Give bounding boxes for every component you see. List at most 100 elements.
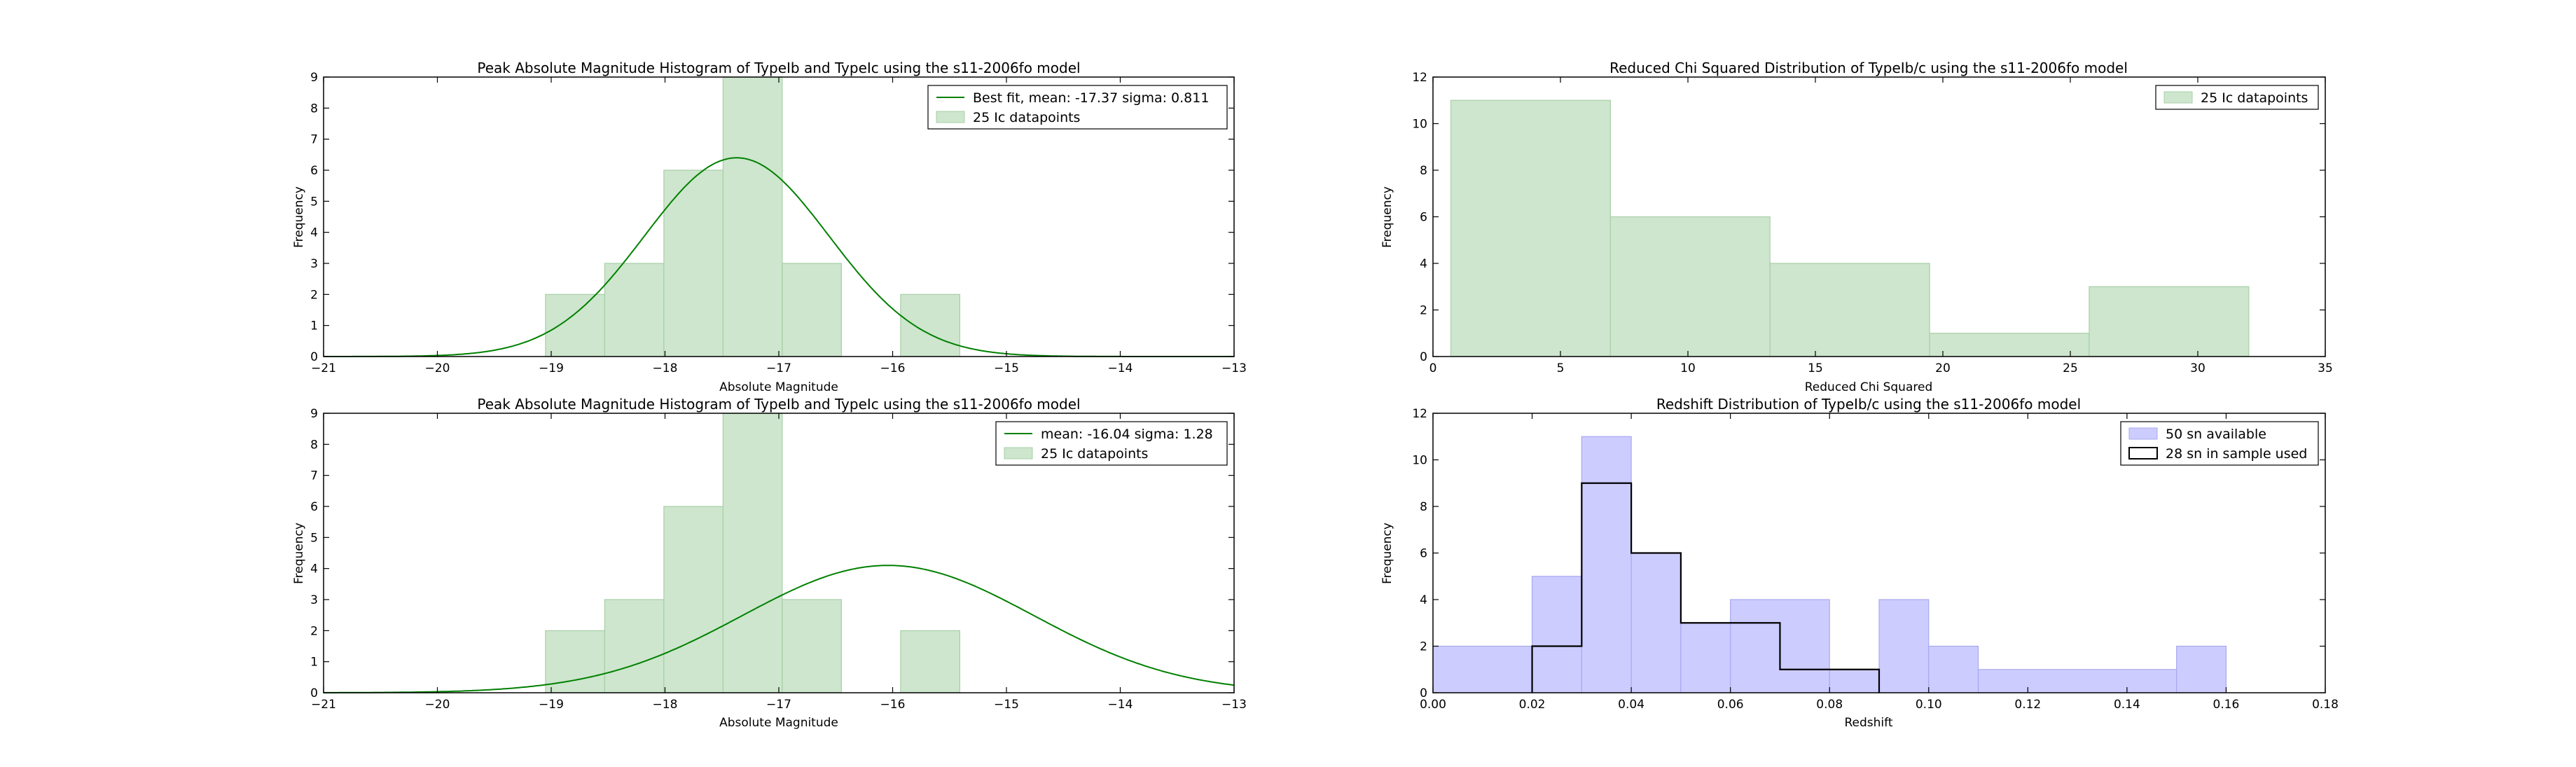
histogram-bar	[663, 506, 723, 693]
y-tick-label: 1	[310, 656, 318, 670]
legend-swatch	[2163, 91, 2193, 104]
histogram-bar	[782, 599, 842, 693]
legend: 50 sn available 28 sn in sample used	[2120, 421, 2319, 466]
y-tick-label: 10	[1412, 118, 1427, 132]
x-axis-label: Absolute Magnitude	[719, 380, 838, 394]
chart-title: Reduced Chi Squared Distribution of Type…	[1609, 60, 2128, 76]
x-tick-label: −14	[1108, 698, 1133, 712]
y-tick-label: 9	[310, 71, 318, 85]
histogram-bar	[782, 263, 842, 357]
x-tick-label: 0.06	[1717, 698, 1744, 712]
histogram-bar	[1432, 645, 1533, 693]
legend: 25 Ic datapoints	[2155, 85, 2319, 110]
x-tick-label: 30	[2190, 361, 2205, 375]
x-axis-label: Reduced Chi Squared	[1805, 380, 1932, 394]
legend-label: 50 sn available	[2166, 427, 2266, 442]
y-tick-label: 6	[310, 500, 318, 514]
y-tick-label: 4	[310, 562, 318, 576]
y-tick-label: 3	[310, 257, 318, 271]
chart-top-right: Reduced Chi Squared Distribution of Type…	[1380, 60, 2333, 394]
histogram-bar	[1630, 552, 1682, 693]
legend-label: 25 Ic datapoints	[973, 110, 1080, 125]
y-tick-label: 2	[1420, 640, 1427, 654]
y-tick-label: 7	[310, 469, 318, 483]
histogram-bar	[604, 263, 665, 357]
x-tick-label: 0.08	[1816, 698, 1843, 712]
y-axis-label: Frequency	[292, 186, 306, 248]
x-tick-label: −19	[539, 698, 564, 712]
y-axis-label: Frequency	[1380, 186, 1394, 248]
y-tick-label: 8	[1420, 500, 1427, 514]
x-tick-label: 20	[1935, 361, 1951, 375]
x-axis-label: Absolute Magnitude	[719, 716, 838, 730]
x-tick-label: −20	[425, 361, 450, 375]
y-tick-label: 1	[310, 319, 318, 333]
histogram-bar	[1609, 216, 1771, 357]
x-tick-label: 0.18	[2312, 698, 2339, 712]
legend-label: Best fit, mean: -17.37 sigma: 0.811	[973, 90, 1209, 106]
x-tick-label: 0.00	[1420, 698, 1446, 712]
histogram-bar	[2089, 286, 2250, 357]
y-tick-label: 6	[1420, 211, 1427, 225]
histogram-bar	[900, 293, 960, 357]
x-tick-label: −20	[425, 698, 450, 712]
histogram-bar	[1680, 622, 1731, 693]
x-tick-label: 0.02	[1519, 698, 1546, 712]
histogram-bar	[545, 630, 605, 693]
y-tick-label: 8	[310, 438, 318, 452]
x-tick-label: −18	[653, 698, 678, 712]
legend-swatch	[936, 111, 965, 123]
x-tick-label: 35	[2318, 361, 2333, 375]
histogram-bar	[1531, 576, 1582, 693]
y-axis-label: Frequency	[292, 523, 306, 584]
chart-top-left: Peak Absolute Magnitude Histogram of Typ…	[292, 60, 1247, 394]
legend-label: 28 sn in sample used	[2166, 446, 2307, 462]
y-tick-label: 2	[1420, 304, 1427, 318]
x-tick-label: −17	[766, 698, 791, 712]
chart-bottom-left: Peak Absolute Magnitude Histogram of Typ…	[292, 396, 1247, 730]
legend: Best fit, mean: -17.37 sigma: 0.811 25 Ic…	[927, 85, 1228, 130]
x-tick-label: −16	[880, 361, 906, 375]
x-tick-label: −15	[994, 698, 1019, 712]
histogram-bar	[900, 630, 960, 693]
y-tick-label: 6	[1420, 547, 1427, 561]
x-tick-label: −18	[653, 361, 678, 375]
histogram-bar	[722, 76, 783, 357]
x-tick-label: 0.16	[2213, 698, 2240, 712]
x-tick-label: −17	[766, 361, 791, 375]
x-tick-label: −21	[311, 698, 336, 712]
histogram-bar	[1450, 99, 1611, 357]
x-tick-label: −14	[1108, 361, 1133, 375]
y-tick-label: 10	[1412, 454, 1427, 468]
y-tick-label: 2	[310, 288, 318, 302]
x-tick-label: −16	[880, 698, 906, 712]
y-tick-label: 4	[1420, 257, 1427, 271]
y-tick-label: 5	[310, 195, 318, 209]
y-axis-label: Frequency	[1380, 523, 1394, 584]
histogram-bar	[1928, 645, 1979, 693]
y-tick-label: 7	[310, 133, 318, 147]
histogram-bar	[663, 170, 723, 357]
legend-box	[927, 85, 1228, 130]
legend-swatch	[2128, 447, 2158, 459]
y-tick-label: 4	[1420, 593, 1427, 607]
x-tick-label: −21	[311, 361, 336, 375]
x-tick-label: 10	[1680, 361, 1696, 375]
y-tick-label: 9	[310, 407, 318, 421]
y-tick-label: 0	[1420, 686, 1427, 700]
x-tick-label: −13	[1221, 361, 1247, 375]
y-tick-label: 0	[1420, 350, 1427, 364]
chart-title: Peak Absolute Magnitude Histogram of Typ…	[477, 396, 1080, 413]
legend-box	[995, 421, 1228, 466]
x-tick-label: 0.04	[1618, 698, 1644, 712]
y-tick-label: 8	[310, 102, 318, 116]
y-tick-label: 3	[310, 593, 318, 607]
x-tick-label: −19	[539, 361, 564, 375]
legend: mean: -16.04 sigma: 1.28 25 Ic datapoints	[995, 421, 1228, 466]
y-tick-label: 4	[310, 226, 318, 240]
histogram-bar	[722, 413, 783, 693]
x-tick-label: 0	[1429, 361, 1437, 375]
legend-label: 25 Ic datapoints	[1041, 446, 1148, 462]
x-tick-label: 15	[1808, 361, 1823, 375]
